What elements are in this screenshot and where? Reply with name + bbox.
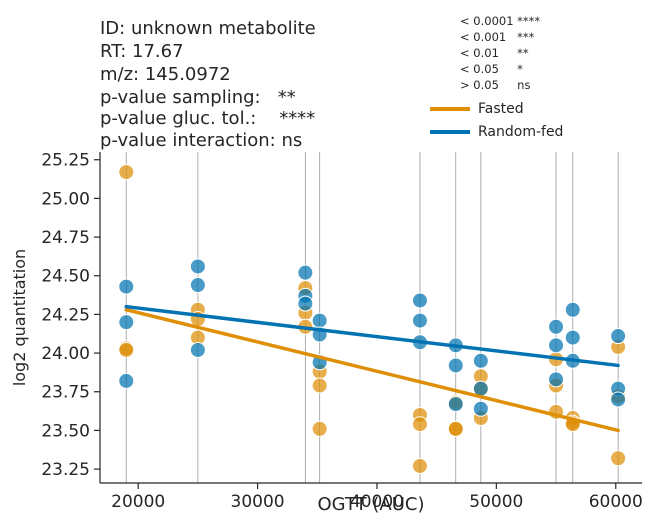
data-point-random-fed — [447, 396, 464, 413]
y-tick-label: 24.50 — [41, 267, 90, 287]
data-point-random-fed — [548, 318, 565, 335]
x-tick-label: 50000 — [469, 492, 523, 512]
data-point-fasted — [447, 420, 464, 437]
data-point-random-fed — [118, 278, 135, 295]
x-tick-label: 60000 — [589, 492, 643, 512]
data-point-fasted — [411, 457, 428, 474]
x-axis-label: OGTT (AUC) — [318, 494, 425, 515]
data-point-fasted — [118, 341, 135, 358]
y-tick-label: 25.00 — [41, 189, 90, 209]
data-point-random-fed — [118, 372, 135, 389]
legend-label-random-fed: Random-fed — [478, 124, 564, 140]
significance-legend-line: < 0.001 *** — [460, 30, 535, 44]
fit-line-fasted — [124, 308, 620, 433]
title-line-id: ID: unknown metabolite — [100, 18, 316, 39]
data-point-random-fed — [610, 391, 627, 408]
y-tick-label: 24.75 — [41, 228, 90, 248]
data-point-random-fed — [411, 292, 428, 309]
y-axis-label: log2 quantitation — [10, 249, 29, 386]
data-point-random-fed — [189, 258, 206, 275]
data-point-random-fed — [411, 312, 428, 329]
data-point-random-fed — [297, 264, 314, 281]
legend-entry-random-fed: Random-fed — [430, 124, 563, 140]
data-point-fasted — [311, 377, 328, 394]
y-tick-label: 23.75 — [41, 383, 90, 403]
data-point-random-fed — [189, 341, 206, 358]
data-point-random-fed — [189, 277, 206, 294]
title-line-pvalue-interaction: p-value interaction: ns — [100, 130, 303, 151]
y-tick-label: 24.00 — [41, 344, 90, 364]
x-tick-label: 30000 — [231, 492, 285, 512]
significance-legend-line: < 0.05 * — [460, 62, 523, 76]
significance-legend-line: < 0.01 ** — [460, 46, 529, 60]
data-point-random-fed — [472, 352, 489, 369]
x-tick-label: 40000 — [350, 492, 404, 512]
data-point-random-fed — [297, 295, 314, 312]
data-point-random-fed — [564, 329, 581, 346]
data-point-fasted — [311, 420, 328, 437]
data-point-fasted — [118, 164, 135, 181]
legend-label-fasted: Fasted — [478, 101, 524, 117]
data-point-random-fed — [564, 301, 581, 318]
fit-line-random-fed — [124, 304, 620, 368]
data-point-fasted — [411, 416, 428, 433]
title-line-rt: RT: 17.67 — [100, 41, 184, 62]
data-point-random-fed — [548, 337, 565, 354]
y-tick-label: 24.25 — [41, 305, 90, 325]
legend-swatch-random-fed — [430, 130, 470, 134]
x-tick-label: 20000 — [111, 492, 165, 512]
y-tick-label: 23.50 — [41, 421, 90, 441]
y-tick-label: 23.25 — [41, 460, 90, 480]
significance-legend-line: > 0.05 ns — [460, 78, 531, 92]
data-point-random-fed — [311, 312, 328, 329]
title-line-pvalue-sampling: p-value sampling: ** — [100, 87, 296, 108]
legend-entry-fasted: Fasted — [430, 101, 524, 117]
legend-swatch-fasted — [430, 107, 470, 111]
data-point-random-fed — [472, 400, 489, 417]
data-point-random-fed — [548, 371, 565, 388]
data-point-random-fed — [610, 328, 627, 345]
significance-legend-line: < 0.0001 **** — [460, 14, 541, 28]
data-point-fasted — [610, 450, 627, 467]
title-line-mz: m/z: 145.0972 — [100, 64, 231, 85]
data-point-random-fed — [118, 314, 135, 331]
title-line-pvalue-gluc-tol: p-value gluc. tol.: **** — [100, 108, 316, 129]
data-point-random-fed — [447, 357, 464, 374]
y-tick-label: 25.25 — [41, 151, 90, 171]
